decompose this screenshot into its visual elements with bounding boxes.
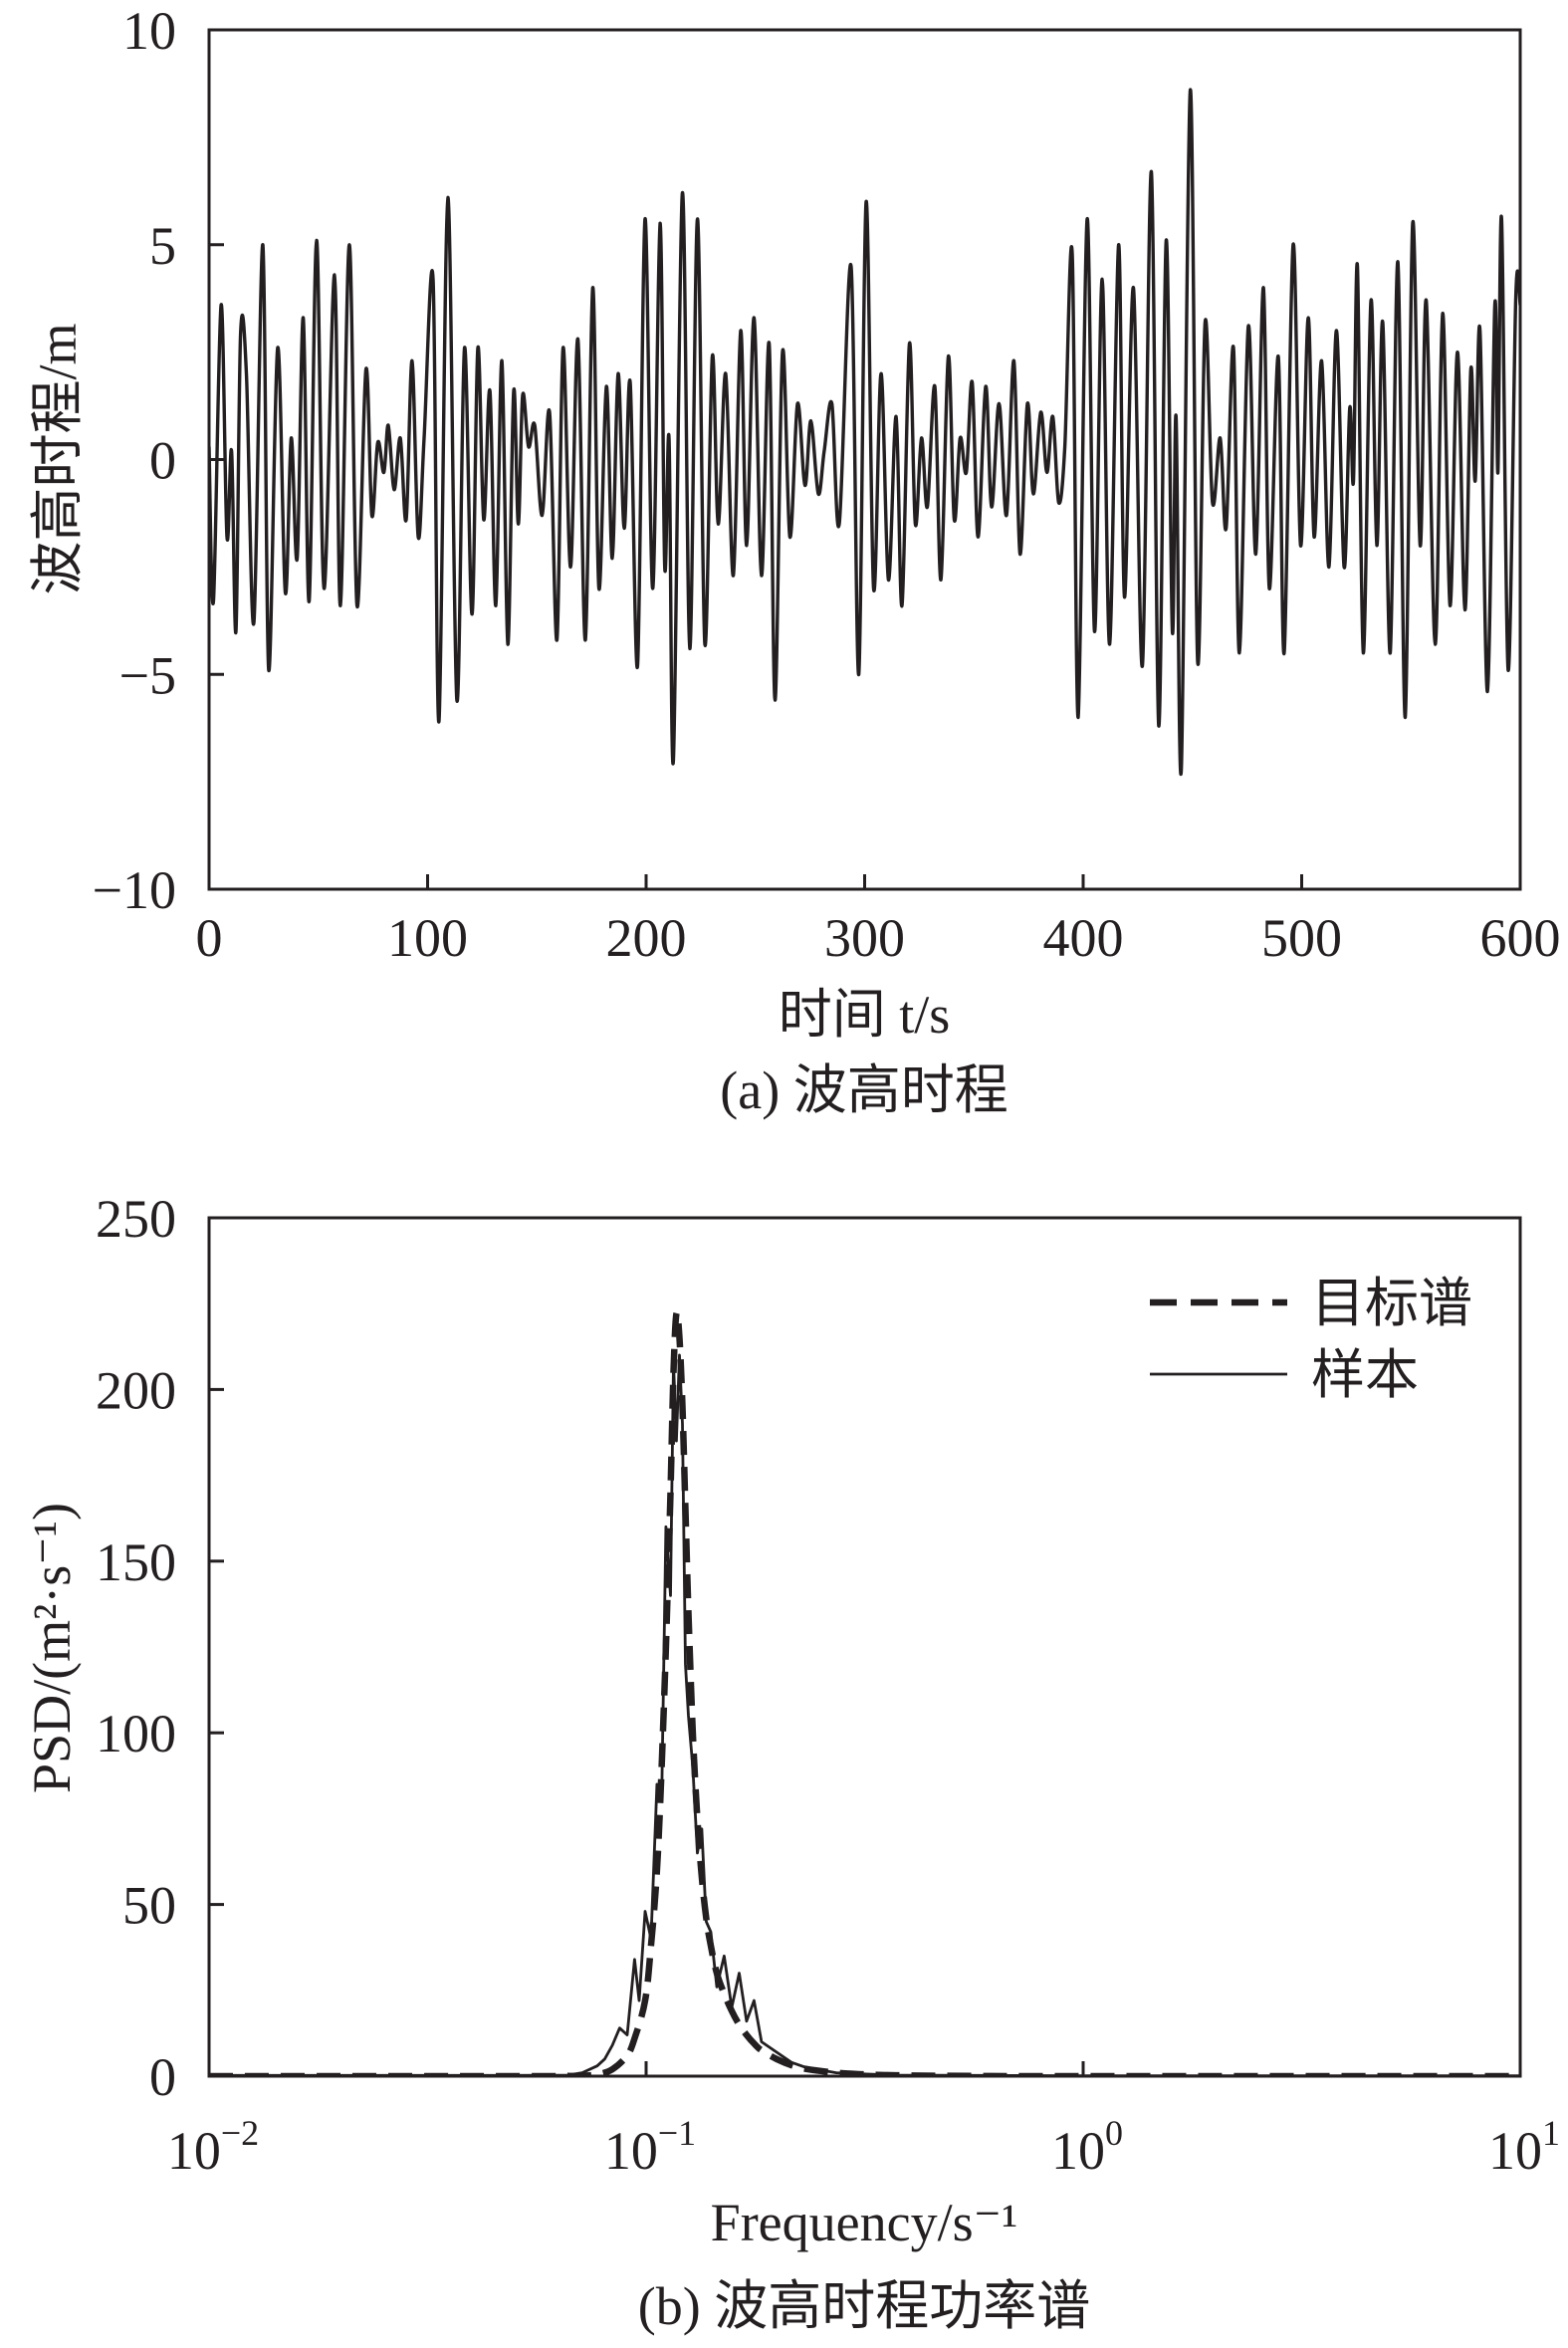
- x-tick-label-exponent: 0: [1105, 2113, 1123, 2153]
- x-tick-label: 400: [1043, 908, 1124, 968]
- x-tick-label: 300: [824, 908, 905, 968]
- x-tick-label: 10−2: [167, 2113, 259, 2181]
- x-tick-label-exponent: −2: [221, 2113, 259, 2153]
- legend-label: 样本: [1311, 1345, 1419, 1405]
- sample-spectrum-line: [209, 1353, 1520, 2076]
- figure-caption: (b) 波高时程功率谱: [638, 2276, 1090, 2336]
- x-tick-label: 100: [387, 908, 468, 968]
- x-tick-label: 100: [1051, 2113, 1123, 2181]
- target-spectrum-line: [209, 1309, 1520, 2076]
- y-tick-label: 10: [122, 1, 176, 61]
- x-tick-label-base: 10: [604, 2121, 658, 2181]
- x-axis-label: Frequency/s⁻¹: [711, 2193, 1018, 2252]
- x-tick-label: 500: [1261, 908, 1342, 968]
- y-tick-label: 0: [149, 431, 176, 491]
- chart-wave-height-time-history: 10 5 0 −5 −10 0 100 200 300 400 500 600 时间 t/s 波高时程/m…: [28, 1, 1561, 1120]
- x-axis-label: 时间 t/s: [779, 985, 951, 1045]
- figure-caption: (a) 波高时程: [720, 1060, 1008, 1120]
- plot-frame: [207, 1216, 1522, 2078]
- y-tick-label: 0: [149, 2047, 176, 2107]
- y-tick-label: −10: [93, 860, 176, 920]
- y-tick-label: 50: [122, 1876, 176, 1936]
- y-tick-label: 5: [149, 216, 176, 276]
- x-tick-label-exponent: 1: [1542, 2113, 1560, 2153]
- x-tick-label: 200: [606, 908, 687, 968]
- y-tick-label: 100: [96, 1704, 176, 1763]
- x-tick-label-exponent: −1: [658, 2113, 696, 2153]
- x-tick-label: 600: [1480, 908, 1561, 968]
- y-tick-label: 200: [96, 1360, 176, 1420]
- y-tick-label: 250: [96, 1189, 176, 1249]
- legend-label: 目标谱: [1311, 1274, 1472, 1333]
- x-tick-label-base: 10: [1051, 2121, 1105, 2181]
- x-tick-label: 10−1: [604, 2113, 696, 2181]
- x-tick-label: 101: [1488, 2113, 1560, 2181]
- wave-height-series-line: [209, 88, 1520, 776]
- x-tick-label-base: 10: [167, 2121, 221, 2181]
- y-axis-label: 波高时程/m: [28, 323, 88, 594]
- x-tick-label-base: 10: [1488, 2121, 1542, 2181]
- y-tick-label: −5: [119, 645, 176, 705]
- x-tick-label: 0: [196, 908, 223, 968]
- y-axis-label: PSD/(m²·s⁻¹): [22, 1503, 82, 1793]
- y-tick-label: 150: [96, 1532, 176, 1592]
